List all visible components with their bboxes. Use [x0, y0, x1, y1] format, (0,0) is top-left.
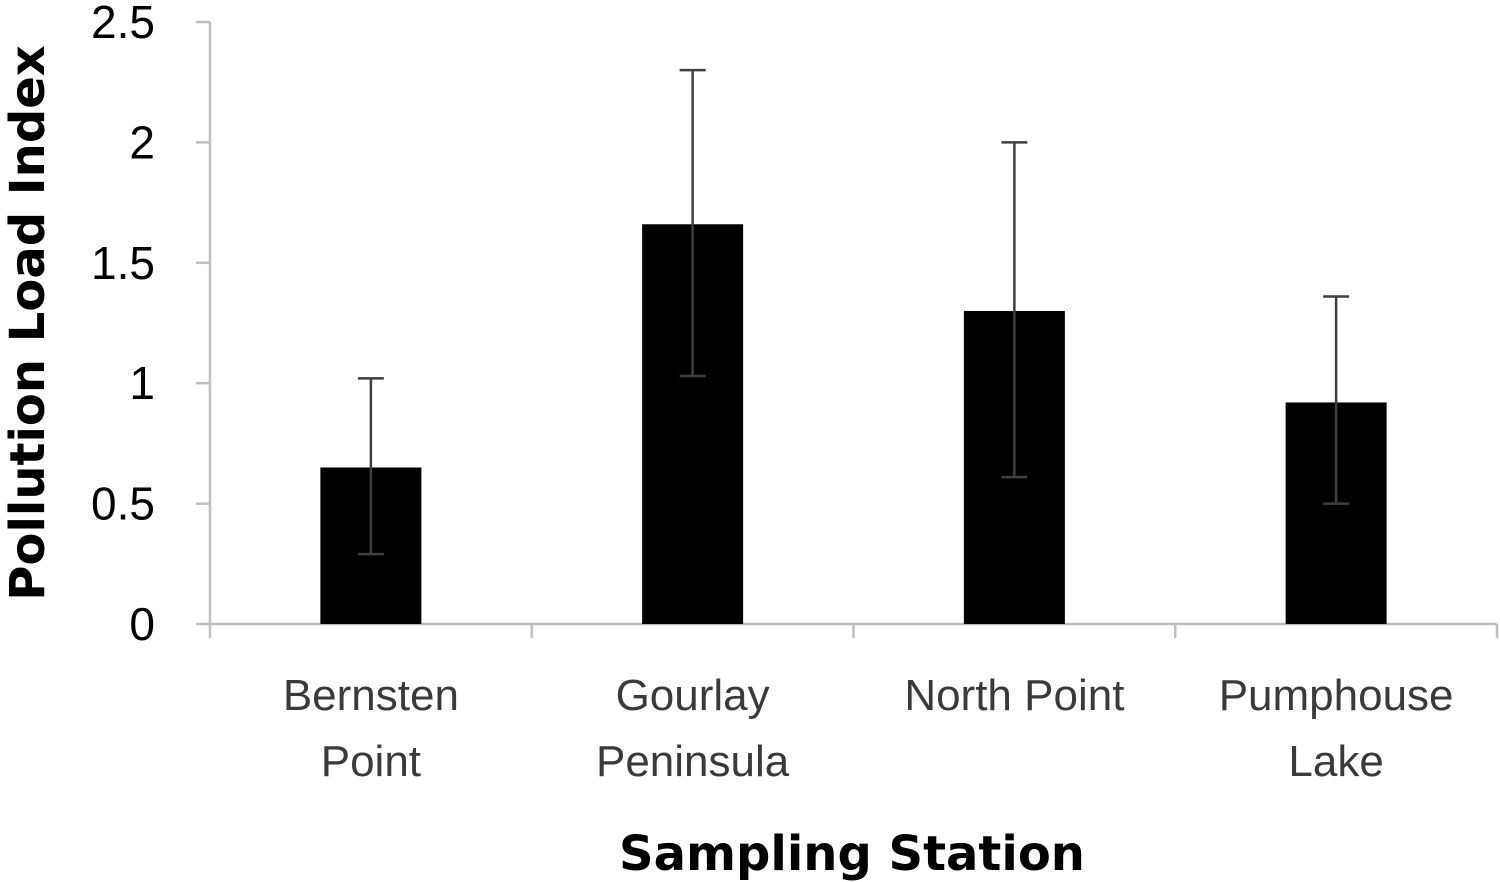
y-tick-label: 2 — [129, 116, 155, 168]
y-axis-title: Pollution Load Index — [0, 45, 56, 600]
bars — [320, 224, 1387, 624]
category-label: North Point — [904, 671, 1124, 720]
category-label: Gourlay — [616, 671, 770, 720]
y-tick-label: 1.5 — [91, 237, 155, 289]
x-axis-title: Sampling Station — [619, 826, 1085, 882]
category-label: Bernsten — [283, 671, 459, 720]
x-axis — [208, 622, 1499, 638]
error-bars — [357, 68, 1350, 556]
y-tick-label: 0.5 — [91, 478, 155, 530]
category-labels: Bernsten Point Gourlay Peninsula North Point… — [283, 671, 1454, 786]
y-tick-label: 0 — [129, 598, 155, 650]
category-label: Point — [321, 737, 421, 786]
y-axis: 0 0.5 1 1.5 2 2.5 — [91, 0, 212, 650]
category-label: Lake — [1288, 737, 1383, 786]
category-label: Pumphouse — [1219, 671, 1454, 720]
category-label: Peninsula — [596, 737, 790, 786]
y-tick-label: 2.5 — [91, 0, 155, 48]
y-tick-label: 1 — [129, 357, 155, 409]
